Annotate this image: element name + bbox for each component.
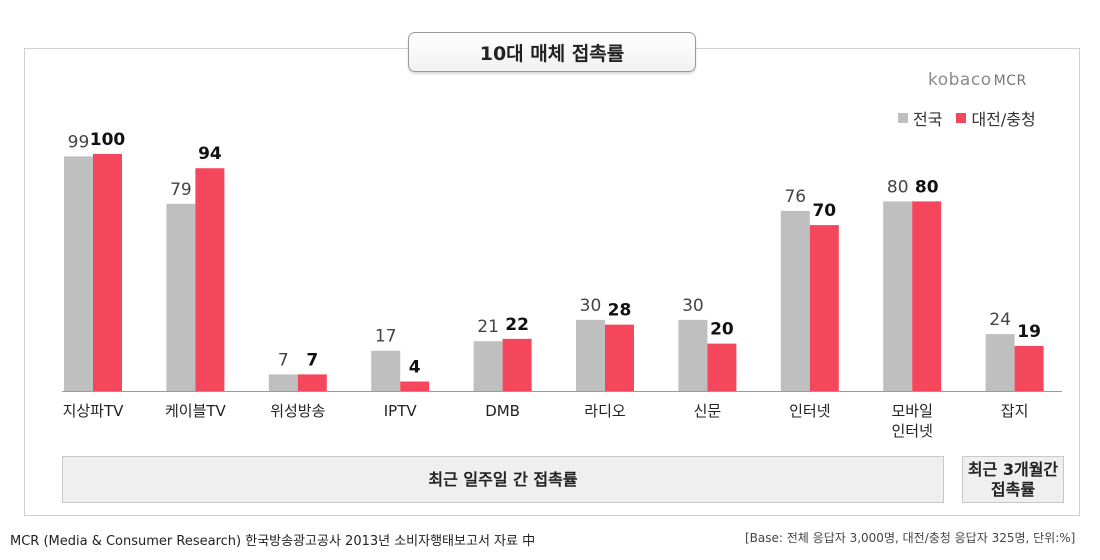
category-label: 신문	[694, 402, 722, 420]
data-label-regional: 4	[409, 358, 421, 378]
legend-label-regional: 대전/충청	[971, 110, 1036, 129]
brand-name: kobaco	[928, 70, 992, 90]
bar-regional	[195, 168, 225, 391]
category-label: 지상파TV	[63, 402, 125, 420]
category-label: IPTV	[384, 402, 418, 420]
data-label-regional: 28	[608, 301, 632, 321]
bar-regional	[502, 338, 532, 391]
base-note: [Base: 전체 응답자 3,000명, 대전/충청 응답자 325명, 단위…	[745, 531, 1076, 545]
group-label-weekly: 최근 일주일 간 접촉률	[62, 456, 944, 503]
data-label-regional: 94	[198, 144, 222, 164]
data-label-national: 76	[784, 187, 806, 207]
bar-national	[268, 374, 298, 391]
legend-item-regional: 대전/충청	[956, 106, 1036, 130]
data-label-regional: 80	[915, 177, 939, 197]
data-label-regional: 70	[812, 201, 836, 221]
bar-national	[883, 201, 913, 391]
bar-national	[678, 319, 708, 391]
bar-national	[64, 156, 93, 391]
data-label-regional: 20	[710, 320, 734, 340]
legend-swatch-regional	[956, 113, 967, 123]
bar-regional	[93, 154, 122, 391]
data-label-national: 30	[682, 296, 704, 316]
brand-suffix: MCR	[993, 73, 1027, 89]
data-label-national: 21	[477, 317, 499, 337]
data-label-national: 24	[989, 310, 1011, 330]
legend-label-national: 전국	[913, 110, 943, 129]
bar-regional	[912, 201, 942, 391]
data-label-national: 80	[887, 177, 909, 197]
data-label-regional: 19	[1017, 322, 1041, 342]
category-label: 잡지	[1001, 402, 1029, 420]
category-label: 라디오	[584, 402, 626, 420]
source-note: MCR (Media & Consumer Research) 한국방송광고공사…	[10, 534, 536, 549]
data-label-national: 79	[170, 180, 192, 200]
data-label-national: 7	[278, 350, 289, 370]
data-label-national: 30	[580, 296, 602, 316]
category-label: 케이블TV	[165, 402, 227, 420]
bar-national	[473, 341, 503, 391]
data-label-regional: 22	[505, 315, 529, 335]
category-label: 모바일 인터넷	[891, 402, 932, 440]
bar-regional	[1014, 345, 1044, 391]
bar-national	[780, 210, 810, 391]
category-label: 인터넷	[789, 402, 830, 420]
bar-regional	[400, 381, 430, 391]
category-label: DMB	[485, 402, 520, 420]
brand-logo: kobaco MCR	[928, 70, 1027, 90]
chart-legend: 전국 대전/충청	[898, 106, 1050, 130]
bar-regional	[809, 225, 839, 391]
data-label-regional: 7	[306, 350, 318, 370]
bar-national	[985, 334, 1015, 391]
bar-national	[576, 319, 605, 391]
bar-regional	[297, 374, 327, 391]
bar-national	[371, 350, 401, 391]
data-label-national: 99	[68, 132, 90, 152]
legend-swatch-national	[898, 113, 908, 123]
data-label-national: 17	[375, 327, 397, 347]
chart-title: 10대 매체 접촉률	[408, 32, 696, 72]
category-label: 위성방송	[270, 402, 325, 420]
bar-regional	[605, 324, 634, 391]
legend-item-national: 전국	[898, 106, 942, 130]
bar-national	[166, 203, 196, 391]
bar-regional	[707, 343, 737, 391]
group-label-monthly: 최근 3개월간 접촉률	[962, 456, 1064, 503]
data-label-regional: 100	[90, 130, 126, 150]
